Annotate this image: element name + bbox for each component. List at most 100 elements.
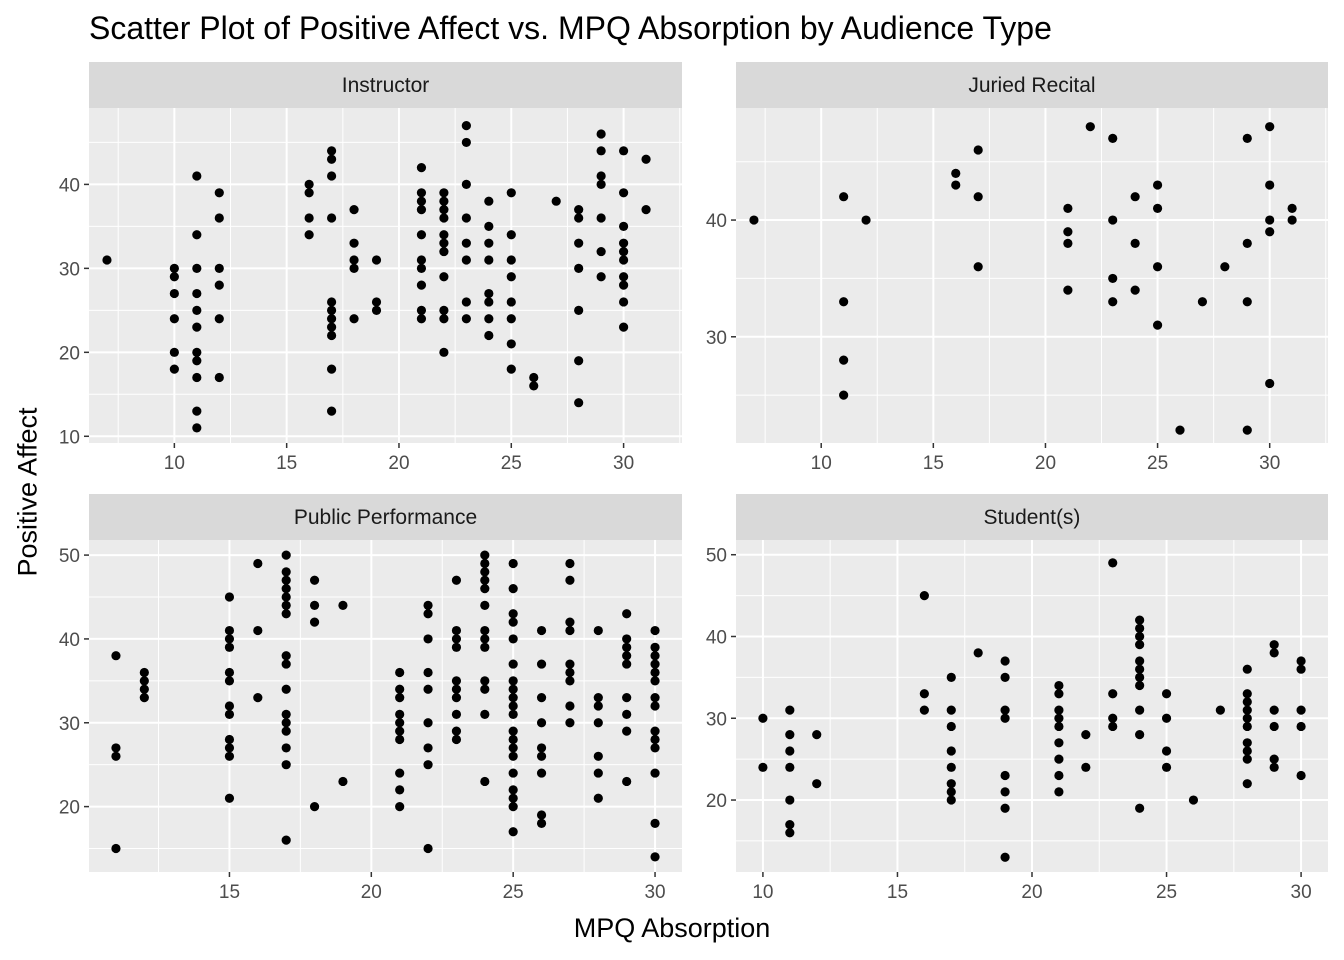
data-point <box>508 726 518 736</box>
data-point <box>169 288 179 299</box>
data-point <box>618 255 629 265</box>
data-point <box>758 762 768 772</box>
data-point <box>622 642 632 652</box>
data-point <box>508 768 518 778</box>
data-point <box>1054 738 1064 748</box>
data-point <box>451 634 462 644</box>
data-point <box>484 314 494 324</box>
data-point <box>484 238 494 248</box>
data-point <box>439 196 449 206</box>
data-point <box>1135 664 1145 674</box>
panel-background <box>736 108 1328 443</box>
data-point <box>574 305 584 315</box>
data-point <box>423 609 433 619</box>
data-point <box>461 297 471 307</box>
facet-strip <box>89 62 682 108</box>
data-point <box>596 179 606 190</box>
data-point <box>451 625 462 636</box>
facet-strip-label: Student(s) <box>984 506 1081 529</box>
data-point <box>565 701 575 711</box>
data-point <box>224 592 235 602</box>
data-point <box>1000 852 1010 862</box>
data-point <box>1063 238 1073 249</box>
data-point <box>423 843 433 854</box>
data-point <box>1054 689 1064 699</box>
data-point <box>1054 754 1064 764</box>
data-point <box>253 625 263 636</box>
data-point <box>508 701 518 711</box>
data-point <box>349 263 359 273</box>
facet-strip-label: Juried Recital <box>968 74 1095 97</box>
data-point <box>1265 215 1275 225</box>
data-point <box>309 575 320 585</box>
data-point <box>1175 425 1185 435</box>
data-point <box>596 272 606 282</box>
data-point <box>309 600 320 610</box>
data-point <box>536 768 547 778</box>
data-point <box>349 255 359 265</box>
data-point <box>574 356 584 366</box>
data-point <box>1161 689 1172 699</box>
data-point <box>139 684 149 694</box>
data-point <box>192 288 202 299</box>
data-point <box>480 634 490 644</box>
data-point <box>565 676 575 686</box>
x-tick-label: 30 <box>613 453 634 474</box>
data-point <box>508 734 518 745</box>
data-point <box>508 659 518 669</box>
data-point <box>565 625 575 636</box>
y-tick-label: 50 <box>706 546 727 567</box>
data-point <box>309 617 320 627</box>
data-point <box>946 746 956 756</box>
data-point <box>304 230 314 240</box>
data-point <box>451 734 462 745</box>
data-point <box>973 648 983 658</box>
data-point <box>946 795 956 805</box>
data-point <box>224 734 235 745</box>
data-point <box>1000 770 1010 781</box>
data-point <box>1135 631 1145 642</box>
data-point <box>461 121 471 131</box>
data-point <box>508 634 518 644</box>
data-point <box>1188 795 1199 805</box>
data-point <box>785 795 795 805</box>
data-point <box>192 230 202 240</box>
data-point <box>371 305 382 315</box>
data-point <box>224 642 235 652</box>
data-point <box>1242 133 1252 143</box>
data-point <box>461 255 471 265</box>
x-tick-label: 20 <box>388 453 409 474</box>
data-point <box>946 787 956 797</box>
data-point <box>1000 803 1010 813</box>
data-point <box>395 785 405 795</box>
data-point <box>1242 238 1252 249</box>
data-point <box>1242 746 1252 756</box>
data-point <box>593 751 603 761</box>
data-point <box>451 693 462 703</box>
data-point <box>1161 746 1172 756</box>
data-point <box>480 642 490 652</box>
data-point <box>281 651 291 661</box>
data-point <box>326 213 337 223</box>
data-point <box>1242 713 1252 723</box>
data-point <box>1108 713 1118 723</box>
data-point <box>416 255 427 265</box>
data-point <box>622 693 632 703</box>
data-point <box>536 718 547 728</box>
data-point <box>1269 648 1279 658</box>
facet-panel: Student(s) 10 15 20 25 30 20 30 40 50 <box>706 494 1328 903</box>
data-point <box>593 693 603 703</box>
y-tick-label: 30 <box>706 328 727 349</box>
data-point <box>529 381 539 391</box>
data-point <box>1054 713 1064 723</box>
x-tick-label: 30 <box>1259 453 1280 474</box>
data-point <box>423 667 433 678</box>
data-point <box>416 163 427 173</box>
data-point <box>508 802 518 812</box>
facet-strip-label: Instructor <box>342 74 430 97</box>
y-tick-label: 20 <box>59 798 80 819</box>
data-point <box>439 305 449 315</box>
data-point <box>618 146 629 156</box>
data-point <box>785 828 795 838</box>
y-tick-label: 40 <box>706 627 727 648</box>
